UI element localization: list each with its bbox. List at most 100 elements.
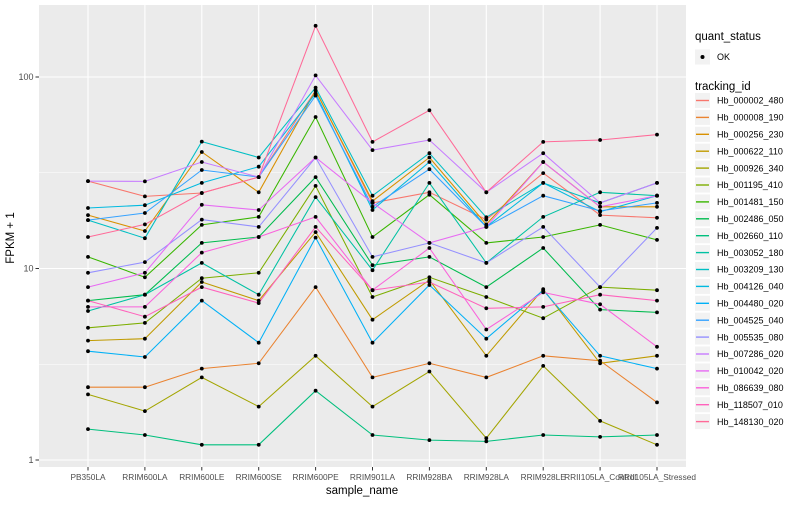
x-tick-label: RRIM600PE [293, 472, 340, 482]
data-point [313, 225, 318, 229]
data-point [256, 215, 261, 219]
legend-item: Hb_004480_020 [695, 295, 784, 311]
data-point [256, 155, 261, 160]
data-point [199, 250, 204, 255]
data-point [541, 305, 546, 309]
legend-item: Hb_000008_190 [695, 109, 784, 125]
panel-background [39, 5, 686, 467]
data-point [427, 155, 432, 160]
data-point [86, 325, 90, 330]
legend-item: Hb_005535_080 [695, 329, 784, 345]
data-point [143, 321, 147, 325]
data-point [598, 435, 602, 439]
data-point [256, 235, 261, 239]
legend-item: Hb_000926_340 [695, 160, 784, 176]
data-point [484, 241, 489, 245]
data-point [86, 255, 90, 259]
data-point [427, 167, 432, 172]
data-point [541, 246, 546, 250]
data-point [143, 270, 147, 275]
data-point [655, 353, 659, 358]
data-point [370, 208, 375, 212]
data-point [427, 181, 432, 185]
data-point [313, 388, 318, 393]
plot-panel [39, 5, 686, 467]
data-point [199, 217, 204, 222]
data-point [86, 298, 90, 303]
data-point [370, 148, 375, 153]
legend-item: Hb_010042_020 [695, 363, 784, 379]
data-point [370, 201, 375, 205]
y-axis-title: FPKM + 1 [5, 212, 17, 263]
legend-item: Hb_000622_110 [695, 143, 783, 159]
x-tick-label: RRII105LA_Stressed [618, 472, 696, 482]
data-point [655, 181, 659, 185]
data-point [598, 307, 602, 312]
data-point [370, 317, 375, 322]
data-point [655, 226, 659, 230]
legend-item: Hb_001481_150 [695, 194, 784, 210]
data-point [370, 204, 375, 209]
data-point [541, 225, 546, 229]
data-point [143, 203, 147, 208]
legend-item: Hb_002486_050 [695, 211, 784, 227]
data-point [143, 229, 147, 233]
data-point [541, 171, 546, 176]
data-point [199, 139, 204, 144]
legend-item: Hb_007286_020 [695, 346, 784, 362]
data-point [484, 261, 489, 265]
data-point [86, 427, 90, 431]
y-tick-label: 1 [28, 455, 33, 465]
data-point [313, 353, 318, 358]
data-point [655, 400, 659, 405]
data-point [313, 184, 318, 188]
data-point [598, 190, 602, 195]
data-point [86, 235, 90, 239]
data-point [427, 192, 432, 197]
data-point [143, 292, 147, 297]
data-point [598, 353, 602, 358]
legend-item-label: Hb_000008_190 [717, 113, 784, 123]
data-point [427, 255, 432, 259]
data-point [484, 327, 489, 332]
data-point [256, 340, 261, 345]
data-point [427, 138, 432, 142]
legend-item-label: Hb_000002_480 [717, 96, 784, 106]
legend-item-label: Hb_086639_080 [717, 383, 784, 393]
data-point [86, 179, 90, 184]
data-point [370, 263, 375, 268]
legend-item-label: Hb_002660_110 [717, 231, 783, 241]
data-point [655, 366, 659, 371]
legend-item-label: Hb_001481_150 [717, 197, 784, 207]
data-point [655, 215, 659, 220]
data-point [199, 160, 204, 164]
data-point [313, 285, 318, 289]
data-point [86, 285, 90, 289]
legend-item-label: Hb_000622_110 [717, 146, 783, 156]
data-point [427, 369, 432, 374]
legend-item: Hb_118507_010 [695, 397, 783, 413]
legend-item-label: Hb_007286_020 [717, 349, 784, 359]
data-point [313, 85, 318, 90]
data-point [199, 366, 204, 371]
data-point [598, 201, 602, 205]
data-point [256, 292, 261, 297]
data-point [256, 361, 261, 366]
data-point [199, 280, 204, 284]
data-point [86, 270, 90, 275]
data-point [313, 230, 318, 235]
data-point [370, 235, 375, 239]
data-point [370, 404, 375, 409]
data-point [541, 290, 546, 295]
x-axis-title: sample_name [326, 485, 398, 497]
data-point [199, 150, 204, 154]
data-point [541, 353, 546, 358]
legend-item: Hb_000002_480 [695, 93, 784, 108]
data-point [199, 261, 204, 265]
data-point [143, 275, 147, 280]
data-point [256, 190, 261, 195]
data-point [256, 164, 261, 169]
data-point [655, 288, 659, 293]
data-point [598, 285, 602, 289]
data-point [143, 260, 147, 264]
